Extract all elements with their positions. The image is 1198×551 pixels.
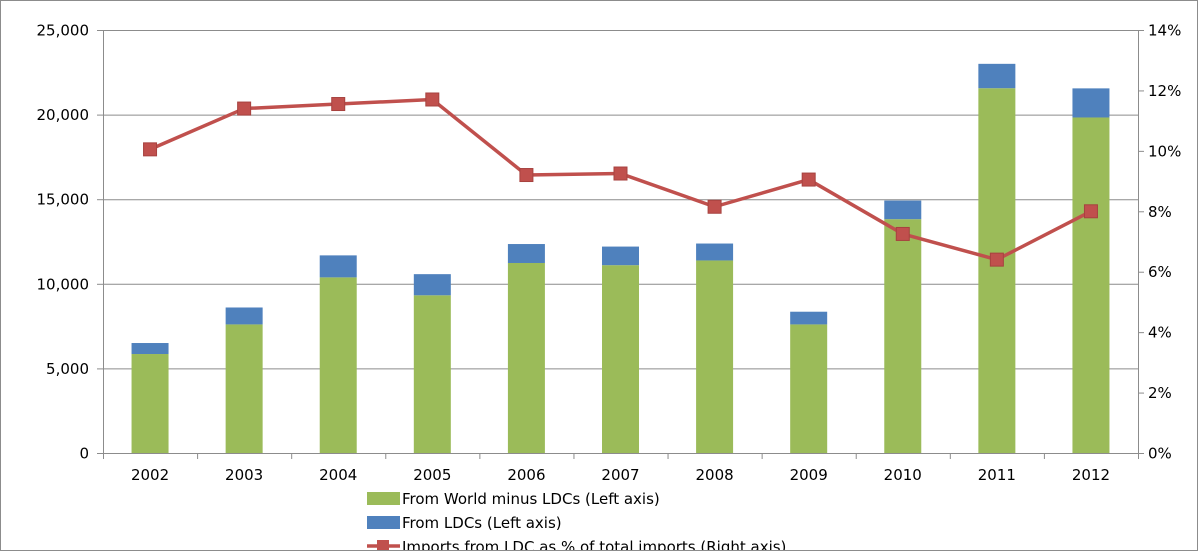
bar-world-minus-ldcs xyxy=(507,262,545,453)
right-axis-tick-label: 6% xyxy=(1148,263,1172,281)
line-point-ldc-share xyxy=(1083,204,1098,219)
bar-ldcs xyxy=(319,255,357,278)
bar-ldcs xyxy=(790,311,828,325)
left-axis-tick-label: 5,000 xyxy=(46,360,89,378)
left-axis-tick-label: 0 xyxy=(79,445,89,463)
x-axis-tick-label: 2008 xyxy=(695,466,733,484)
bar-world-minus-ldcs xyxy=(884,219,922,453)
right-axis-tick-label: 14% xyxy=(1148,22,1181,40)
line-point-ldc-share xyxy=(519,168,534,183)
bar-world-minus-ldcs xyxy=(696,260,734,453)
x-axis-tick-label: 2004 xyxy=(319,466,357,484)
line-point-ldc-share xyxy=(425,92,440,107)
x-axis-tick-label: 2002 xyxy=(131,466,169,484)
x-axis-tick-label: 2012 xyxy=(1072,466,1110,484)
line-point-ldc-share xyxy=(895,226,910,241)
x-axis-tick-label: 2006 xyxy=(507,466,545,484)
bar-world-minus-ldcs xyxy=(413,295,451,453)
x-axis-tick-label: 2011 xyxy=(978,466,1016,484)
bar-ldcs xyxy=(696,243,734,261)
bar-ldcs xyxy=(602,246,639,266)
bar-ldcs xyxy=(413,274,451,296)
bar-world-minus-ldcs xyxy=(978,88,1016,453)
legend-marker-ldc-share xyxy=(377,540,389,550)
bar-world-minus-ldcs xyxy=(790,324,828,453)
left-axis-tick-label: 15,000 xyxy=(37,191,90,209)
bar-world-minus-ldcs xyxy=(1072,117,1110,453)
legend-label-ldc-share: Imports from LDC as % of total imports (… xyxy=(402,538,786,550)
bar-world-minus-ldcs xyxy=(602,265,639,453)
legend-swatch-world-minus-ldcs xyxy=(367,492,400,505)
line-point-ldc-share xyxy=(331,97,346,112)
bar-ldcs xyxy=(131,343,169,355)
bar-ldcs xyxy=(1072,88,1110,118)
right-axis-tick-label: 2% xyxy=(1148,384,1172,402)
legend-swatch-ldcs xyxy=(367,516,400,529)
right-axis-tick-label: 4% xyxy=(1148,324,1172,342)
legend-item-ldc-share: Imports from LDC as % of total imports (… xyxy=(367,538,786,550)
legend: From World minus LDCs (Left axis) From L… xyxy=(367,490,786,550)
right-axis-tick-label: 10% xyxy=(1148,142,1181,160)
x-axis-tick-label: 2007 xyxy=(601,466,639,484)
bar-ldcs xyxy=(978,63,1016,89)
left-axis-tick-label: 25,000 xyxy=(37,22,90,40)
legend-label-world-minus-ldcs: From World minus LDCs (Left axis) xyxy=(402,490,660,508)
line-point-ldc-share xyxy=(801,172,816,187)
right-axis-tick-label: 0% xyxy=(1148,445,1172,463)
line-point-ldc-share xyxy=(237,101,252,116)
percent-line-series xyxy=(143,92,1098,267)
legend-item-ldcs: From LDCs (Left axis) xyxy=(367,514,562,532)
right-axis-tick-label: 8% xyxy=(1148,203,1172,221)
axes xyxy=(103,30,1139,454)
bar-world-minus-ldcs xyxy=(225,324,263,453)
x-axis-tick-label: 2005 xyxy=(413,466,451,484)
x-axis-tick-label: 2003 xyxy=(225,466,263,484)
gridlines xyxy=(97,30,1144,459)
bar-ldcs xyxy=(225,307,263,325)
x-axis-tick-label: 2009 xyxy=(790,466,828,484)
bar-ldcs xyxy=(884,200,922,220)
tick-labels: 0 5,000 10,000 15,000 20,000 25,000 0% 2% 4% 6% 8%… xyxy=(37,22,1182,485)
right-axis-tick-label: 12% xyxy=(1148,82,1181,100)
line-point-ldc-share xyxy=(143,142,158,157)
bar-world-minus-ldcs xyxy=(319,277,357,453)
line-point-ldc-share xyxy=(989,252,1004,267)
bars xyxy=(131,63,1110,453)
x-axis-tick-label: 2010 xyxy=(884,466,922,484)
legend-label-ldcs: From LDCs (Left axis) xyxy=(402,514,562,532)
line-point-ldc-share xyxy=(613,166,628,181)
left-axis-tick-label: 10,000 xyxy=(37,275,90,293)
bar-world-minus-ldcs xyxy=(131,354,169,453)
bar-ldcs xyxy=(507,244,545,263)
left-axis-tick-label: 20,000 xyxy=(37,106,90,124)
legend-item-world-minus-ldcs: From World minus LDCs (Left axis) xyxy=(367,490,660,508)
line-point-ldc-share xyxy=(707,199,722,214)
